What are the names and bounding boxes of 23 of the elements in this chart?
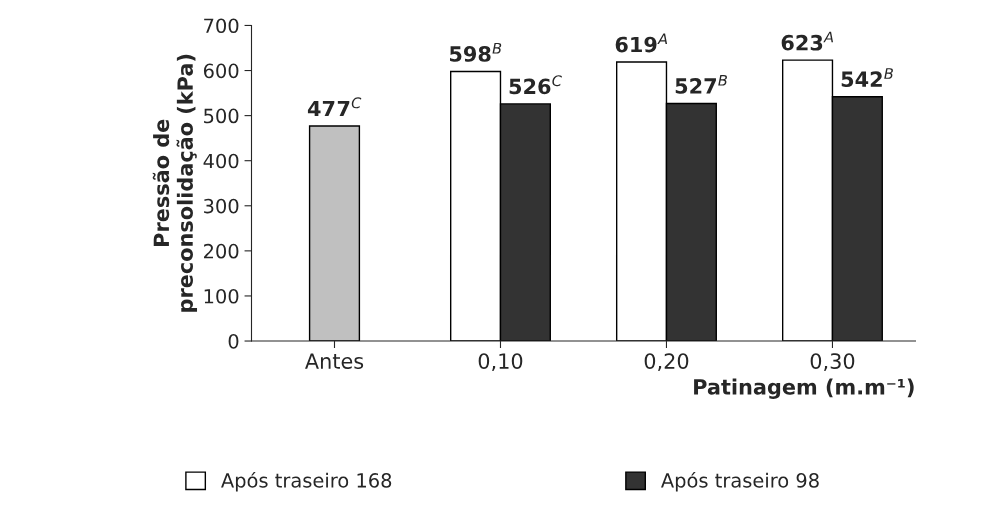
legend-label: Após traseiro 98 (661, 471, 819, 492)
data-label: 623$^{A}$ (781, 31, 834, 51)
data-label: 598$^{B}$ (450, 42, 502, 62)
data-label: 619$^{A}$ (615, 33, 668, 53)
y-tick-label: 700 (204, 18, 239, 34)
data-label: 526$^{C}$ (509, 75, 562, 95)
data-label: 542$^{B}$ (841, 68, 893, 88)
y-tick-label: 0 (228, 333, 239, 349)
x-axis-title: Patinagem (m.m⁻¹) (694, 378, 914, 399)
y-tick-label: 300 (204, 198, 239, 214)
x-tick-label: 0,30 (810, 353, 855, 372)
y-tick-label: 500 (204, 108, 239, 124)
y-axis-title: Pressão de preconsolidação (kPa) (152, 54, 198, 312)
data-label: 477$^{C}$ (307, 97, 362, 117)
y-tick-label: 600 (203, 63, 239, 79)
x-tick-label: 0,10 (478, 353, 523, 372)
x-tick-label: Antes (305, 353, 364, 369)
x-tick-label: 0,20 (644, 353, 689, 372)
y-tick-label: 200 (204, 243, 239, 259)
data-label: 527$^{B}$ (675, 74, 727, 94)
legend-label: Após traseiro 168 (221, 471, 392, 492)
y-tick-label: 400 (203, 153, 239, 169)
y-tick-label: 100 (204, 288, 239, 304)
